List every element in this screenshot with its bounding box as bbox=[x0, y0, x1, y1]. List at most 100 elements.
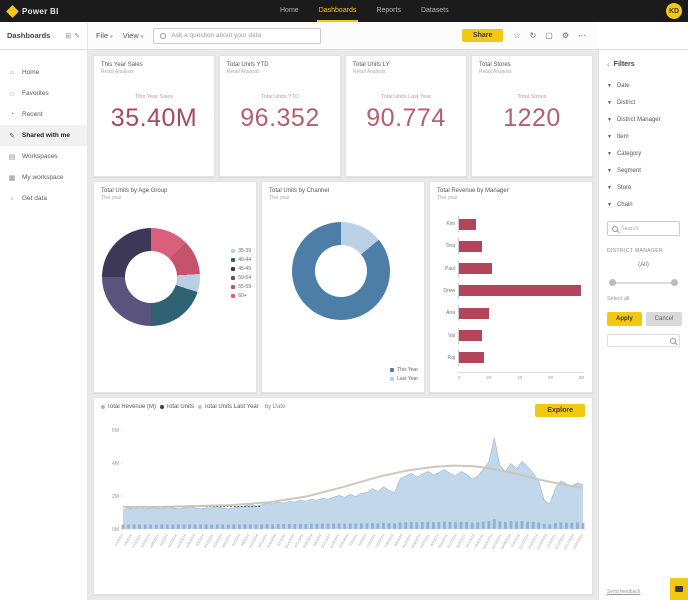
series-title: Total Units Last Year bbox=[198, 404, 259, 410]
x-tick-label: 5/28/2014 bbox=[302, 533, 313, 548]
tile-subtitle: Retail Analysis bbox=[227, 69, 260, 75]
view-menu[interactable]: View ▾ bbox=[122, 31, 144, 40]
donut-chart-channel[interactable] bbox=[292, 222, 390, 320]
x-tick-label: 9/17/2014 bbox=[447, 533, 458, 548]
kpi-value: 90.774 bbox=[366, 104, 446, 132]
x-tick-label: 1/29/2014 bbox=[149, 533, 160, 548]
kpi-tile-total-units-ly[interactable]: Total Units LY Retail Analysis Total Uni… bbox=[345, 55, 467, 177]
share-button[interactable]: Share bbox=[461, 29, 504, 42]
sidebar-item-home[interactable]: ⌂ Home bbox=[0, 62, 87, 83]
bar-tile-revenue-by-manager[interactable]: Total Revenue by Manager This year Kim Ti… bbox=[429, 181, 593, 393]
sidebar-item-my-workspace[interactable]: ▦ My workspace bbox=[0, 167, 87, 188]
legend-swatch bbox=[231, 258, 236, 262]
filter-field-label: District bbox=[616, 99, 636, 106]
donut-tile-channel[interactable]: Total Units by Channel This year This Ye… bbox=[261, 181, 425, 393]
sidebar-item-shared-with-me[interactable]: ✎ Shared with me bbox=[0, 125, 87, 146]
series-label: Total Units bbox=[166, 404, 195, 410]
toolbar-row: Dashboards ⊞ ✎ File ▾ View ▾ Ask a quest… bbox=[0, 22, 688, 50]
brand-name: Power BI bbox=[22, 6, 59, 16]
topnav-item-reports[interactable]: Reports bbox=[376, 6, 401, 14]
filter-value-input[interactable] bbox=[607, 334, 680, 347]
apply-button[interactable]: Apply bbox=[607, 312, 642, 326]
filter-field-store[interactable]: ▼ Store bbox=[607, 179, 680, 196]
sidebar-item-recent[interactable]: ◔ Recent bbox=[0, 104, 87, 125]
sidebar-item-workspaces[interactable]: ▤ Workspaces bbox=[0, 146, 87, 167]
search-icon bbox=[670, 337, 676, 344]
bar-value-bar[interactable] bbox=[459, 307, 489, 319]
cancel-button[interactable]: Cancel bbox=[645, 312, 683, 326]
new-dashboard-icon[interactable]: ✎ bbox=[74, 32, 80, 40]
collapse-panel-icon[interactable]: ‹ bbox=[607, 60, 610, 69]
filter-field-segment[interactable]: ▼ Segment bbox=[607, 162, 680, 179]
viz-row: Total Units by Age Group This year 35-39… bbox=[93, 181, 593, 393]
legend-label: 35-39 bbox=[238, 248, 251, 254]
y-tick-label: 4M bbox=[112, 461, 119, 467]
slider-track[interactable] bbox=[609, 282, 678, 284]
legend-swatch bbox=[231, 294, 236, 298]
x-tick-label: 6/4/2014 bbox=[312, 533, 322, 547]
area-chart-title: Total Revenue (M) Total Units Total Units … bbox=[101, 404, 285, 410]
legend-item: 50-54 bbox=[231, 275, 251, 281]
slider-handle-max[interactable] bbox=[671, 279, 678, 286]
tile-title: This Year Sales bbox=[101, 62, 143, 68]
donut-chart-age-group[interactable] bbox=[102, 228, 200, 326]
select-all-label[interactable]: Select all bbox=[607, 296, 630, 302]
slider-handle-min[interactable] bbox=[609, 279, 616, 286]
bar-value-bar[interactable] bbox=[459, 240, 483, 252]
filter-field-item[interactable]: ▼ Item bbox=[607, 128, 680, 145]
sidebar-item-favorites[interactable]: ☆ Favorites bbox=[0, 83, 87, 104]
filter-field-chain[interactable]: ▼ Chain bbox=[607, 196, 680, 213]
filter-field-label: Store bbox=[616, 184, 632, 191]
explore-button[interactable]: Explore bbox=[535, 404, 585, 417]
x-tick-label: 6/18/2014 bbox=[329, 533, 340, 548]
x-tick-label: 2/26/2014 bbox=[185, 533, 196, 548]
topnav-item-dashboards[interactable]: Dashboards bbox=[316, 0, 359, 22]
legend-label: 50-54 bbox=[238, 275, 251, 281]
area-chart-tile[interactable]: Total Revenue (M) Total Units Total Units … bbox=[93, 397, 593, 595]
x-tick-label: 0 bbox=[458, 375, 461, 380]
chat-icon bbox=[675, 586, 683, 592]
filter-field-date[interactable]: ▼ Date bbox=[607, 77, 680, 94]
brand-logo[interactable]: Power BI bbox=[6, 4, 59, 18]
settings-icon[interactable]: ⚙ bbox=[561, 31, 569, 40]
filter-field-district-manager[interactable]: ▼ District Manager bbox=[607, 111, 680, 128]
donut-tile-age-group[interactable]: Total Units by Age Group This year 35-39… bbox=[93, 181, 257, 393]
bar-category-label: Val bbox=[448, 332, 455, 339]
topnav-item-home[interactable]: Home bbox=[280, 6, 299, 14]
y-tick-label: 2M bbox=[112, 494, 119, 500]
send-feedback-link[interactable]: Send feedback bbox=[607, 589, 641, 595]
bar-category-label: Tina bbox=[445, 243, 455, 250]
bar-track bbox=[458, 305, 584, 322]
filter-search-input[interactable]: Search bbox=[607, 221, 680, 236]
kpi-tile-total-stores[interactable]: Total Stores Retail Analysis Total Store… bbox=[471, 55, 593, 177]
legend-label: This Year bbox=[397, 367, 418, 373]
kpi-tile-this-year-sales[interactable]: This Year Sales Retail Analysis This Yea… bbox=[93, 55, 215, 177]
topnav-item-datasets[interactable]: Datasets bbox=[420, 6, 449, 14]
y-tick-label: 0M bbox=[112, 527, 119, 533]
filter-icon: ▼ bbox=[607, 167, 612, 174]
legend-item: 35-39 bbox=[231, 248, 251, 254]
file-menu[interactable]: File ▾ bbox=[96, 31, 113, 40]
user-avatar[interactable]: KD bbox=[666, 3, 682, 19]
x-tick-label: 4/16/2014 bbox=[248, 533, 259, 548]
qna-search-input[interactable]: Ask a question about your data bbox=[153, 27, 322, 44]
bar-value-bar[interactable] bbox=[459, 285, 581, 297]
bar-value-bar[interactable] bbox=[459, 263, 492, 275]
kpi-tile-total-units-ytd[interactable]: Total Units YTD Retail Analysis Total Un… bbox=[219, 55, 341, 177]
bar-value-bar[interactable] bbox=[459, 218, 477, 230]
favorite-icon[interactable]: ☆ bbox=[513, 31, 521, 40]
x-tick-label: 2/19/2014 bbox=[176, 533, 187, 548]
help-chat-button[interactable] bbox=[670, 578, 688, 600]
filter-field-category[interactable]: ▼ Category bbox=[607, 145, 680, 162]
grid-icon[interactable]: ⊞ bbox=[65, 32, 72, 40]
bar-track bbox=[458, 216, 584, 232]
kpi-value: 1220 bbox=[503, 104, 561, 132]
fullscreen-icon[interactable]: ▢ bbox=[545, 31, 553, 40]
filter-field-district[interactable]: ▼ District bbox=[607, 94, 680, 111]
sidebar-item-get-data[interactable]: ↓ Get data bbox=[0, 188, 87, 209]
refresh-icon[interactable]: ↻ bbox=[529, 31, 537, 40]
bar-value-bar[interactable] bbox=[459, 330, 483, 342]
bar-value-bar[interactable] bbox=[459, 352, 484, 364]
more-icon[interactable]: ⋯ bbox=[578, 31, 586, 40]
